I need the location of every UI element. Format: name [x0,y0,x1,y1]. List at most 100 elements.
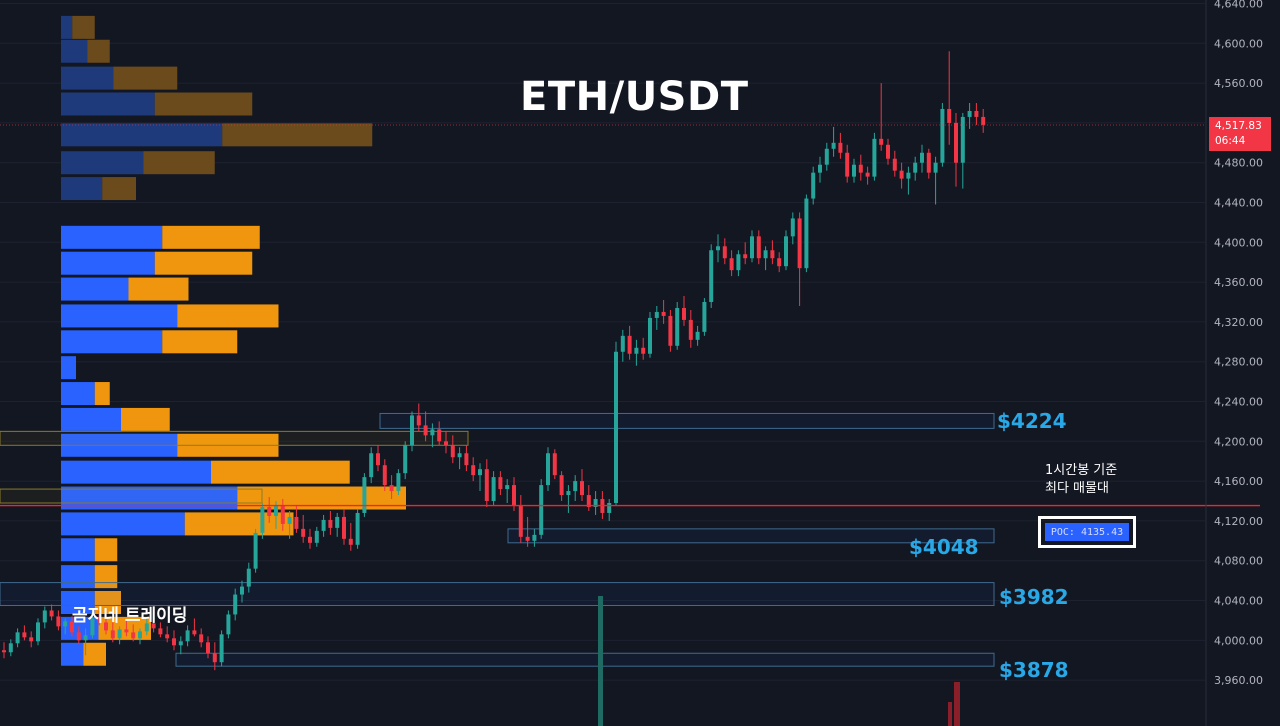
candle-body [532,534,537,541]
candle-body [226,614,231,635]
price-tick-label: 4,000.00 [1214,634,1263,647]
level-zone-box [175,652,995,667]
volume-profile-buy-bar [61,356,76,380]
volume-profile-sell-bar [102,177,136,201]
candle-body [219,634,224,663]
candle-body [947,108,952,123]
volume-profile-buy-bar [61,460,211,484]
price-tick-label: 4,400.00 [1214,236,1263,249]
candle-body [607,503,612,513]
volume-profile-sell-bar [128,277,189,301]
candle-body [240,586,244,595]
candle-body [396,473,401,492]
volume-profile-sell-bar [154,92,253,116]
level-zones [0,412,995,667]
candle-body [872,138,877,177]
volume-profile-sell-bar [72,15,95,39]
candle-body [36,622,40,642]
candle-body [546,453,550,486]
candle-body [410,415,414,446]
candle-body [573,481,578,492]
candle-body [464,453,469,466]
current-price-value: 4,517.83 [1215,120,1262,132]
volume-profile-sell-bar [154,251,253,275]
candle-body [484,469,489,502]
candle-body [641,347,646,354]
price-tick-label: 4,080.00 [1214,555,1263,568]
candle-body [865,172,870,177]
candle-body [981,116,986,125]
candle-body [83,635,88,641]
candle-body [722,246,727,259]
candle-body [15,632,20,644]
reference-lines [0,124,1260,507]
candle-body [342,516,346,539]
candle-body [695,331,700,340]
candle-body [63,621,68,627]
candle-body [144,623,149,632]
candle-body [287,516,292,524]
volume-profile-sell-bar [121,407,170,431]
candle-body [212,653,217,663]
candle-body [559,475,564,496]
candle-body [580,481,584,496]
candle-body [369,453,374,478]
candle-body [852,164,856,177]
candle-body [457,453,462,458]
candle-body [974,110,979,117]
candle-body [362,477,367,513]
price-tick-label: 4,200.00 [1214,435,1263,448]
candle-body [913,162,918,173]
candle-body [797,218,802,269]
candle-body [933,162,938,173]
candle-body [688,319,693,340]
candle-body [49,610,54,617]
poc-note: 1시간봉 기준 최다 매물대 [1045,462,1117,498]
volume-profile-buy-bar [61,123,223,147]
candle-body [838,142,843,153]
level-zone-box [0,430,469,446]
volume-profile-buy-bar [61,642,84,666]
volume-profile-buy-bar [61,538,95,562]
level-label-3982: $3982 [999,585,1069,609]
volume-profile-buy-bar [61,382,95,406]
candle-body [355,512,360,545]
candle-body [267,506,272,516]
candle-body [76,632,81,641]
candle-body [879,138,884,145]
candle-body [586,495,591,507]
candle-body [811,172,816,199]
volume-profile-buy-bar [61,251,155,275]
candle-body [301,528,306,537]
price-tick-label: 4,240.00 [1214,396,1263,409]
volume-profile-sell-bar [162,225,260,249]
volume-profile-buy-bar [61,151,144,175]
volume-profile-buy-bar [61,277,129,301]
candle-body [750,236,754,259]
candle-body [661,311,666,316]
candle-body [648,317,652,354]
candle-body [178,641,183,646]
candle-body [376,453,380,466]
candle-body [185,630,190,642]
candle-body [716,246,720,251]
candle-body [2,650,6,653]
volume-profile-buy-bar [61,177,103,201]
candle-body [165,634,170,639]
candle-body [770,250,775,259]
candles [2,51,986,671]
candle-body [416,415,421,426]
candle-body [131,632,136,639]
volume-profile-sell-bar [162,330,238,354]
candle-body [117,629,122,639]
candle-body [539,485,544,535]
candle-body [954,122,958,163]
candle-body [845,152,850,177]
current-price-countdown: 06:44 [1215,135,1246,147]
volume-bars [598,596,960,726]
candle-body [824,148,829,165]
price-tick-label: 4,360.00 [1214,276,1263,289]
price-tick-label: 4,120.00 [1214,515,1263,528]
candle-body [804,198,809,269]
